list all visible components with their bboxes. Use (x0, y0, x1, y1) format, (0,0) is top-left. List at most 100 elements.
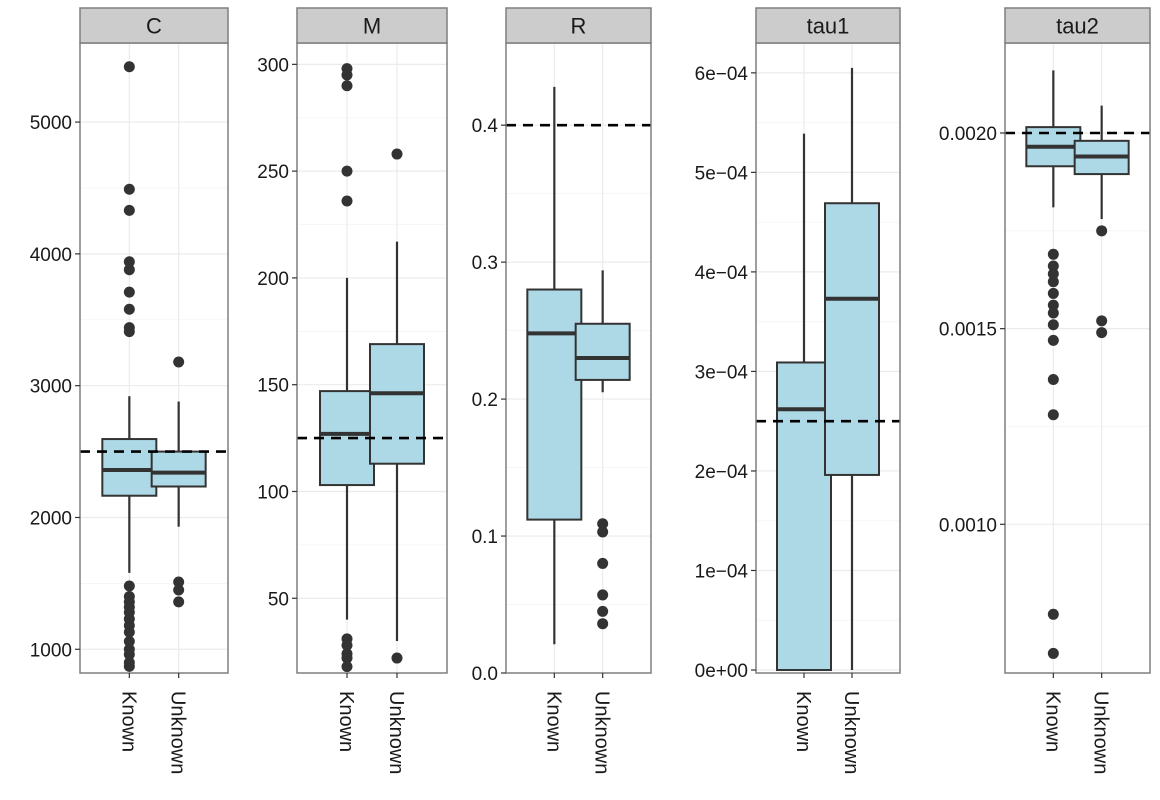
outlier-point (1047, 299, 1059, 311)
y-tick-label: 0.0 (472, 664, 498, 685)
y-tick-label: 2e−04 (695, 462, 749, 483)
outlier-point (1047, 334, 1059, 346)
outlier-point (123, 286, 135, 298)
y-tick-label: 0.2 (472, 390, 498, 411)
facet-panel-tau1: tau1 0e+00 1e−04 2e−04 3e−04 4e−04 5e−04 6e−04 K… (695, 7, 901, 774)
y-tick-label: 3000 (30, 377, 72, 398)
y-tick-label: 4e−04 (695, 263, 749, 284)
outlier-point (123, 61, 135, 73)
x-category-label: Unknown (1090, 691, 1112, 774)
box-iqr (574, 322, 631, 381)
y-tick-label: 300 (257, 55, 289, 76)
y-tick-label: 250 (257, 162, 289, 183)
outlier-point (341, 661, 353, 673)
outlier-point (1047, 409, 1059, 421)
strip-label: R (571, 14, 587, 39)
box-unknown (369, 148, 425, 664)
outlier-point (1047, 608, 1059, 620)
x-category-label: Known (1041, 691, 1063, 752)
panel-background (80, 43, 228, 673)
facet-panel-C: C 1000 2000 3000 4000 5000 Known Unknown (30, 7, 229, 774)
y-tick-label: 2000 (30, 508, 72, 529)
strip-background (505, 7, 652, 44)
outlier-point (123, 635, 135, 647)
outlier-point (1047, 276, 1059, 288)
strip-background (79, 7, 229, 44)
outlier-point (391, 652, 403, 664)
outlier-point (1096, 315, 1108, 327)
outlier-point (173, 584, 185, 596)
outlier-point (123, 660, 135, 672)
x-category-label: Known (117, 691, 139, 752)
outlier-point (341, 69, 353, 81)
outlier-point (123, 649, 135, 661)
y-tick-label: 0.3 (472, 253, 498, 274)
outlier-point (1096, 225, 1108, 237)
outlier-point (123, 256, 135, 268)
outlier-point (123, 183, 135, 195)
outlier-point (341, 652, 353, 664)
outlier-point (597, 618, 609, 630)
x-category-label: Known (335, 691, 357, 752)
box-unknown (574, 270, 631, 630)
outlier-point (123, 204, 135, 216)
box-unknown (1073, 105, 1130, 339)
strip-label: tau1 (807, 14, 850, 39)
x-category-label: Unknown (167, 691, 189, 774)
box-known (1025, 70, 1082, 659)
y-tick-label: 0.0020 (939, 124, 997, 145)
y-tick-label: 6e−04 (695, 64, 749, 85)
strip-background (296, 7, 448, 44)
outlier-point (1047, 287, 1059, 299)
outlier-point (173, 596, 185, 608)
y-tick-label: 200 (257, 269, 289, 290)
facet-panel-M: M 50 100 150 200 250 300 Known Unknown (257, 7, 448, 774)
outlier-point (1047, 268, 1059, 280)
outlier-point (123, 264, 135, 276)
y-tick-label: 1e−04 (695, 561, 749, 582)
y-tick-label: 50 (268, 589, 289, 610)
outlier-point (123, 326, 135, 338)
outlier-point (173, 356, 185, 368)
y-tick-label: 0.0010 (939, 515, 997, 536)
outlier-point (597, 589, 609, 601)
outlier-point (1047, 374, 1059, 386)
facet-panel-tau2: tau2 0.0010 0.0015 0.0020 Known Unknown (939, 7, 1151, 774)
outlier-point (341, 195, 353, 207)
outlier-point (1047, 260, 1059, 272)
outlier-point (1047, 248, 1059, 260)
outlier-point (341, 80, 353, 92)
outlier-point (123, 626, 135, 638)
outlier-point (391, 148, 403, 160)
outlier-point (173, 576, 185, 588)
y-tick-label: 1000 (30, 640, 72, 661)
x-category-label: Known (792, 691, 814, 752)
strip-background (755, 7, 901, 44)
box-known (526, 86, 583, 645)
box-known (101, 61, 158, 672)
outlier-point (123, 580, 135, 592)
outlier-point (597, 605, 609, 617)
y-tick-label: 5e−04 (695, 163, 749, 184)
outlier-point (597, 518, 609, 530)
y-tick-label: 0.0015 (939, 320, 997, 341)
outlier-point (597, 557, 609, 569)
y-tick-label: 0.1 (472, 527, 498, 548)
box-iqr (526, 288, 583, 521)
strip-label: M (363, 14, 381, 39)
box-unknown (150, 356, 207, 608)
y-tick-label: 0.4 (472, 116, 499, 137)
outlier-point (1047, 319, 1059, 331)
x-category-label: Known (542, 691, 564, 752)
outlier-point (341, 639, 353, 651)
outlier-point (1047, 307, 1059, 319)
strip-label: C (146, 14, 162, 39)
y-tick-label: 5000 (30, 113, 72, 134)
y-tick-label: 0e+00 (695, 661, 748, 682)
outlier-point (123, 303, 135, 315)
box-known (776, 133, 832, 672)
box-unknown (824, 67, 880, 671)
outlier-point (1047, 647, 1059, 659)
outlier-point (597, 526, 609, 538)
